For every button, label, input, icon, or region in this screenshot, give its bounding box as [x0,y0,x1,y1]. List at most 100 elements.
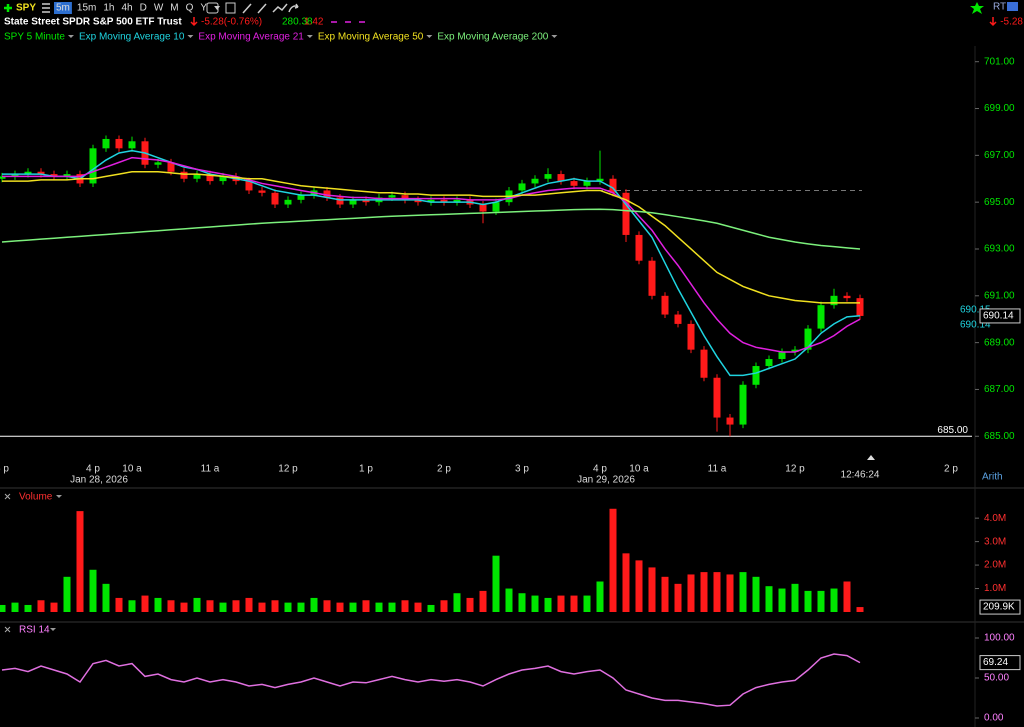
volume-bar [115,597,123,612]
moving-average [1,208,861,250]
candle-body [0,176,6,179]
volume-bar [596,581,604,612]
star-icon[interactable] [970,2,984,14]
candle-body [401,195,409,200]
candle-body [661,295,669,315]
pane-title-arrow [50,628,56,631]
timeframe[interactable]: 1h [103,3,114,14]
volume-bar [453,593,461,612]
volume-bar [401,600,409,612]
timeframe[interactable]: M [170,3,178,14]
candle-body [479,204,487,212]
legend-entry[interactable]: Exp Moving Average 21 [198,32,304,43]
candle-body [219,176,227,182]
menu-icon[interactable] [42,3,50,13]
volume-bar [674,583,682,612]
reference-label: 685.00 [937,425,968,436]
pane-title-arrow [56,495,62,498]
scale-label[interactable]: Arith [982,472,1003,483]
y-tick-label: 100.00 [984,633,1015,644]
candle-body [492,202,500,212]
volume-bar [505,588,513,612]
dropdown-arrow[interactable] [214,6,221,10]
candle-body [804,328,812,350]
timeframe[interactable]: 4h [121,3,132,14]
candle-body [726,417,734,425]
volume-bar [102,583,110,612]
candle-body [570,181,578,186]
time-marker: 12:46:24 [841,470,880,481]
timeframe[interactable]: Y [200,3,207,14]
volume-bar [76,511,84,612]
timeframe[interactable]: W [154,3,164,14]
candle-body [440,199,448,203]
volume-bar [700,572,708,612]
volume-bar [206,600,214,612]
last-price-box [979,308,1021,324]
candle-body [414,199,422,203]
icon[interactable] [288,3,299,13]
volume-bar [440,600,448,612]
volume-bar [778,588,786,612]
add-icon[interactable] [4,4,12,12]
volume-bar [830,588,838,612]
volume-bar [245,597,253,612]
badge[interactable] [1007,2,1018,11]
candle-body [739,384,747,425]
symbol[interactable]: SPY [16,3,36,14]
volume-bar [609,508,617,612]
volume-bar [765,586,773,612]
volume-bar [492,555,500,612]
icon[interactable] [272,3,288,13]
candle-body [700,349,708,378]
candle-body [583,181,591,186]
candle-body [206,174,214,182]
x-tick-label: 3 p [515,464,529,475]
volume-bar [583,595,591,612]
volume-bar [63,576,71,612]
volume-bar [557,595,565,612]
last-rsi-box [979,655,1021,671]
x-tick-label: 4 p [86,464,100,475]
candle-body [544,174,552,179]
y-tick-label: 695.00 [984,197,1015,208]
candle-body [765,359,773,367]
legend-entry[interactable]: Exp Moving Average 200 [437,32,548,43]
timeframe[interactable]: 15m [77,3,96,14]
icon[interactable] [242,3,252,14]
candle-body [817,305,825,329]
icon[interactable] [257,3,267,14]
icon[interactable] [225,2,236,14]
volume-bar [804,590,812,612]
candle-body [128,141,136,149]
y-tick-label: 4.0M [984,513,1006,524]
volume-bar [154,597,162,612]
x-tick-label: 4 p [593,464,607,475]
candle-body [24,171,32,175]
timeframe[interactable]: Q [186,3,194,14]
volume-bar [856,607,864,612]
down-arrow [989,17,997,27]
candle-body [713,377,721,418]
legend-entry[interactable]: Exp Moving Average 10 [79,32,185,43]
candle-body [193,174,201,179]
volume-bar [414,602,422,612]
volume-bar [362,600,370,612]
x-tick-label: 1 p [359,464,373,475]
close-pane[interactable] [4,493,11,500]
tool-icons [206,2,299,14]
timeframe[interactable]: D [140,3,147,14]
legend-entry[interactable]: SPY 5 Minute [4,32,65,43]
candle-body [89,148,97,184]
date-label: Jan 28, 2026 [70,475,128,486]
candle-body [258,190,266,193]
y-tick-label: 687.00 [984,384,1015,395]
plot: 685.00 687.00 689.00 691.00 693.00 695.00 697.… [0,56,1021,724]
icon[interactable] [206,2,219,14]
volume-bar [791,583,799,612]
y-tick-label: 685.00 [984,431,1015,442]
legend-entry[interactable]: Exp Moving Average 50 [318,32,424,43]
timeframe[interactable]: 5m [56,3,70,14]
close-pane[interactable] [4,626,11,633]
volume-bar [193,597,201,612]
